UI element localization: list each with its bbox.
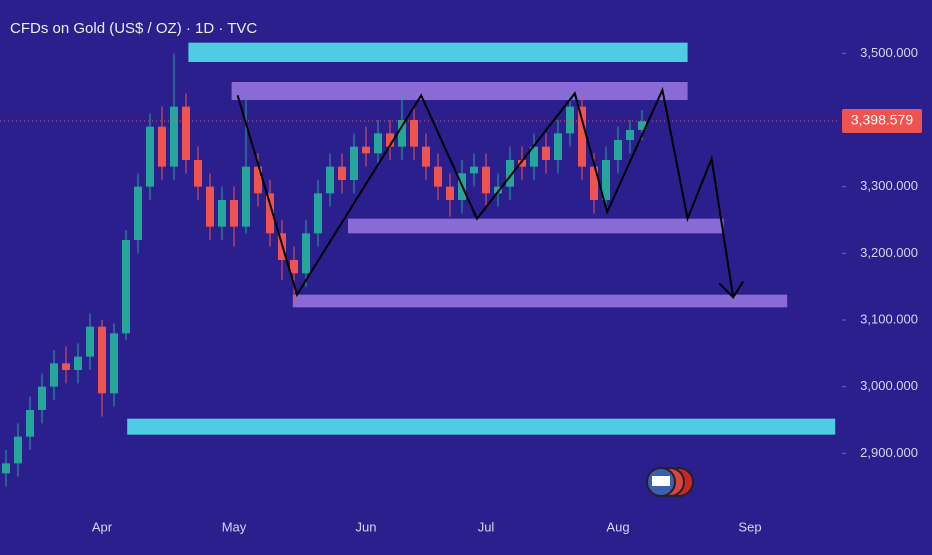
candle-body [206, 186, 214, 227]
candle-body [506, 160, 514, 187]
candle-body [638, 121, 646, 130]
x-tick-label: Aug [606, 519, 629, 534]
candle-body [122, 240, 130, 334]
candle-body [338, 166, 346, 180]
zone [231, 82, 688, 100]
candle-body [50, 363, 58, 387]
candle-body [386, 133, 394, 147]
candle-body [590, 166, 598, 200]
x-tick-label: Sep [738, 519, 761, 534]
y-tick-label: 3,200.000 [860, 245, 918, 260]
arrow-head [718, 280, 745, 299]
candle-body [350, 146, 358, 180]
candle-body [14, 436, 22, 464]
candle-body [494, 186, 502, 194]
y-tick-label: 2,900.000 [860, 445, 918, 460]
last-price-label: 3,398.579 [851, 112, 913, 128]
x-tick-label: Jun [356, 519, 377, 534]
flag-icons [646, 467, 694, 497]
candle-body [302, 233, 310, 274]
y-tick-label: 3,300.000 [860, 178, 918, 193]
candle-body [254, 166, 262, 194]
candle-body [482, 166, 490, 194]
candle-body [530, 146, 538, 167]
candle-body [110, 333, 118, 394]
candle-body [422, 146, 430, 167]
candle-body [314, 193, 322, 234]
zone [348, 218, 724, 234]
candle-body [134, 186, 142, 240]
candle-body [62, 363, 70, 370]
y-tick-label: 3,000.000 [860, 378, 918, 393]
candle-body [158, 126, 166, 167]
y-tick-label: 3,100.000 [860, 311, 918, 326]
candle-body [398, 120, 406, 147]
candle-body [602, 160, 610, 200]
candle-body [518, 160, 526, 167]
candle-body [290, 260, 298, 274]
candle-body [554, 133, 562, 160]
candle-body [38, 386, 46, 410]
candle-body [542, 146, 550, 160]
zone [127, 418, 836, 435]
candle-body [410, 120, 418, 147]
chart-title: CFDs on Gold (US$ / OZ) · 1D · TVC [10, 20, 257, 37]
candle-body [566, 106, 574, 134]
candle-body [578, 106, 586, 167]
pattern-line [236, 86, 735, 298]
candle-body [2, 463, 10, 474]
x-tick-label: Jul [478, 519, 495, 534]
candle-body [170, 106, 178, 167]
candle-body [470, 166, 478, 174]
candle-body [194, 160, 202, 187]
candle-body [614, 140, 622, 160]
candle-body [74, 356, 82, 370]
candle-body [434, 166, 442, 187]
candle-body [146, 126, 154, 187]
candle-body [362, 146, 370, 154]
y-tick-label: 3,500.000 [860, 45, 918, 60]
candle-body [326, 166, 334, 194]
candle-body [182, 106, 190, 160]
candle-body [266, 193, 274, 234]
x-tick-label: Apr [92, 519, 113, 534]
zone [292, 294, 788, 308]
candle-body [626, 130, 634, 140]
candle-body [86, 326, 94, 357]
candle-body [374, 133, 382, 154]
candle-body [26, 410, 34, 437]
candle-body [242, 166, 250, 227]
x-tick-label: May [222, 519, 247, 534]
last-price-box [842, 108, 922, 133]
candle-body [98, 326, 106, 394]
candle-body [230, 200, 238, 227]
zone [188, 42, 688, 62]
candle-body [446, 186, 454, 200]
candle-body [218, 200, 226, 227]
